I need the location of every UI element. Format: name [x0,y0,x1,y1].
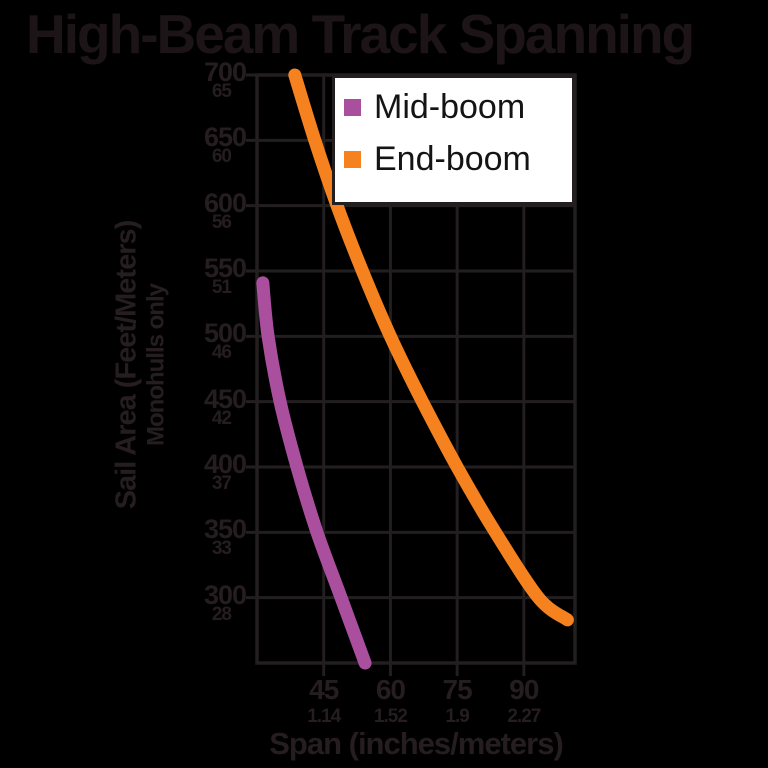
x-axis-label: Span (inches/meters) [269,726,564,761]
x-tick-secondary-label: 1.52 [373,706,408,727]
y-tick-label: 600 [203,187,247,218]
x-tick-label: 90 [509,674,539,705]
y-tick-secondary-label: 60 [211,146,232,168]
legend-label: Mid-boom [374,87,526,126]
y-tick-label: 400 [203,449,247,479]
end-boom-swatch-icon [344,150,361,168]
mid-boom-curve [256,276,372,670]
y-tick-label: 550 [203,253,247,283]
x-tick-secondary-label: 1.14 [307,706,341,727]
x-tick-secondary-label: 2.27 [507,706,541,727]
end-boom-curve [288,68,574,627]
mid-boom-swatch-icon [344,98,361,116]
y-axis-label-line1: Sail Area (Feet/Meters) [110,220,143,510]
y-tick-label: 500 [203,318,247,349]
y-tick-label: 350 [203,514,247,545]
y-tick-label: 450 [203,383,247,414]
legend-label: End-boom [374,139,531,178]
y-tick-secondary-label: 33 [211,538,232,560]
y-axis-label: Sail Area (Feet/Meters) Monohulls only [110,220,171,510]
y-tick-label: 700 [203,57,247,87]
chart-title: High-Beam Track Spanning [26,3,695,65]
x-tick-secondary-label: 1.9 [445,706,469,727]
y-tick-secondary-label: 56 [211,211,232,233]
x-tick-label: 60 [375,674,406,705]
x-tick-label: 45 [309,674,339,705]
y-tick-label: 300 [203,579,247,610]
x-tick-label: 75 [442,674,473,705]
legend-item-mid-boom: Mid-boom [341,81,572,133]
y-tick-label: 650 [203,122,247,153]
y-tick-secondary-label: 51 [211,277,232,298]
y-tick-secondary-label: 46 [211,342,232,364]
y-tick-secondary-label: 42 [211,407,232,429]
legend: Mid-boom End-boom [332,75,575,205]
y-tick-secondary-label: 65 [211,81,232,102]
legend-item-end-boom: End-boom [341,133,572,185]
y-tick-secondary-label: 28 [211,603,232,625]
y-tick-secondary-label: 37 [211,473,232,494]
